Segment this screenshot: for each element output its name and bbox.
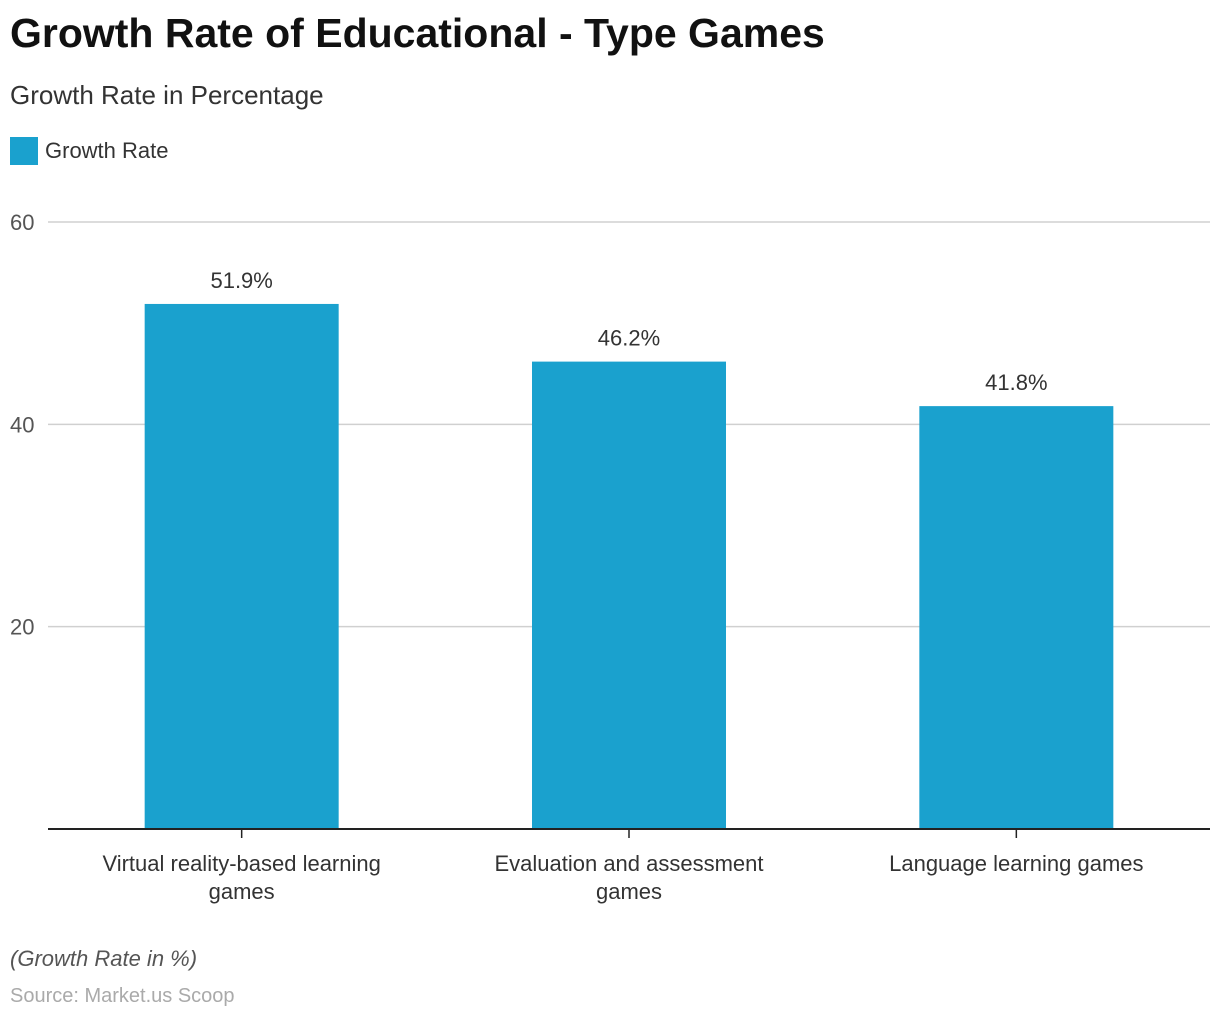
footnote: (Growth Rate in %) (10, 946, 198, 971)
bar (919, 406, 1114, 829)
data-label: 46.2% (598, 326, 660, 351)
data-label: 51.9% (210, 268, 272, 293)
y-tick-label: 40 (10, 412, 34, 437)
bar (532, 361, 726, 829)
chart-title: Growth Rate of Educational - Type Games (10, 10, 825, 56)
data-label: 41.8% (985, 370, 1047, 395)
x-tick-label: Evaluation and assessment games (494, 851, 764, 904)
chart-subtitle: Growth Rate in Percentage (10, 80, 324, 110)
legend-label: Growth Rate (45, 138, 169, 163)
x-tick-label: Language learning games (889, 851, 1144, 876)
y-tick-label: 60 (10, 210, 34, 235)
legend: Growth Rate (10, 137, 169, 165)
bar (144, 303, 339, 829)
legend-swatch (10, 137, 38, 165)
source: Source: Market.us Scoop (10, 985, 235, 1007)
x-tick-label: Virtual reality-based learning games (102, 851, 381, 904)
y-tick-label: 20 (10, 615, 34, 640)
